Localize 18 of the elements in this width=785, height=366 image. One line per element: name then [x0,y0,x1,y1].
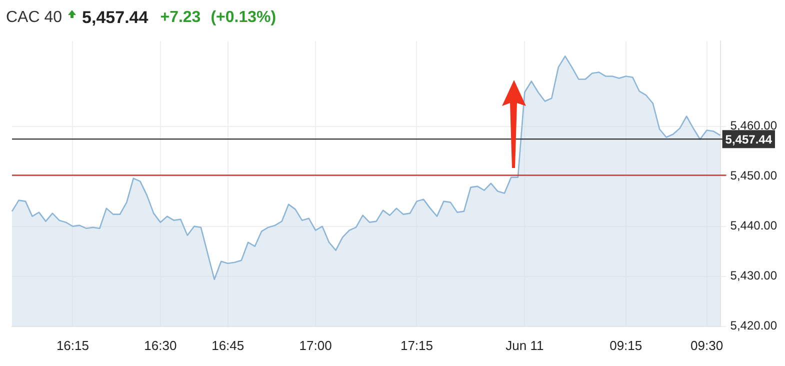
x-tick-label: 16:15 [56,338,89,353]
x-tick-label: 16:45 [212,338,244,353]
y-tick-label: 5,460.00 [730,118,778,133]
x-tick-label: 09:30 [690,338,724,353]
y-tick-label: 5,450.00 [730,168,778,183]
x-tick-label: 17:00 [299,338,332,353]
text: 5,457.44 [82,8,148,28]
text: (+0.13%) [210,9,276,27]
x-tick-label: 16:30 [144,338,177,353]
ref-line-label: 5,457.44 [725,132,772,146]
x-tick-label: Jun 11 [506,338,544,353]
chart-title: CAC 40 [6,9,62,27]
x-tick-label: 17:15 [400,338,434,353]
y-tick-label: 5,420.00 [730,318,778,333]
y-tick-label: 5,430.00 [730,268,778,283]
text: +7.23 [160,9,201,27]
x-tick-label: 09:15 [610,338,642,353]
y-tick-label: 5,440.00 [730,218,778,233]
